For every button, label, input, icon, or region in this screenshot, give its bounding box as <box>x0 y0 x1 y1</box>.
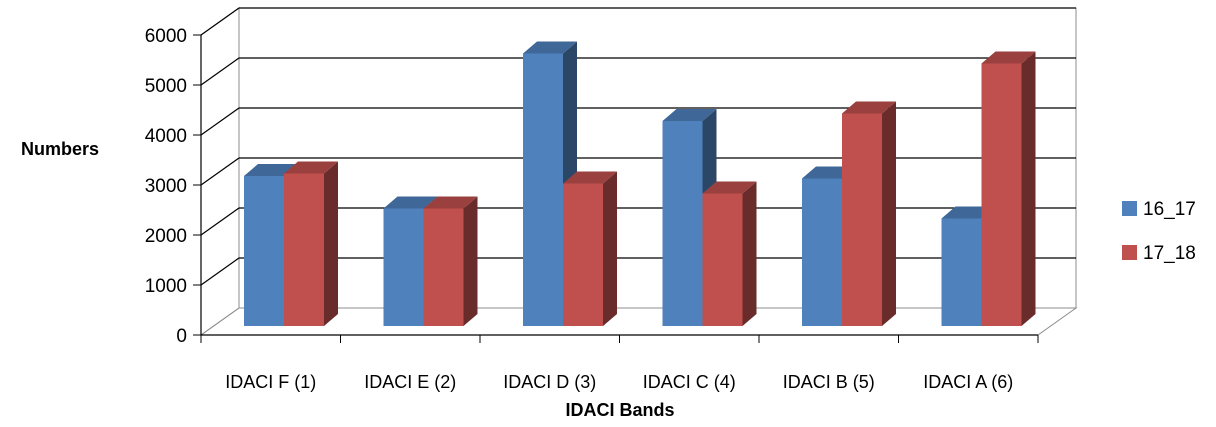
bar-front <box>981 63 1022 326</box>
gridlines <box>200 7 1076 286</box>
gridline <box>200 57 1076 86</box>
bar-top <box>662 109 717 121</box>
axes <box>193 34 1039 343</box>
bar-side <box>882 101 896 326</box>
bar-17_18-2 <box>563 171 617 326</box>
y-tick-label: 2000 <box>145 226 187 247</box>
bar-front <box>941 218 982 326</box>
x-tick-label: IDACI D (3) <box>503 372 596 392</box>
x-tick-label: IDACI B (5) <box>783 372 875 392</box>
bar-top <box>842 101 896 114</box>
bar-side <box>1021 51 1036 326</box>
y-tick-label: 0 <box>176 326 187 347</box>
bar-front <box>702 193 743 326</box>
bar-top <box>383 196 438 209</box>
y-tick-label: 3000 <box>145 176 187 197</box>
x-tick-label: IDACI F (1) <box>225 372 316 392</box>
y-tick-label: 5000 <box>145 76 187 97</box>
bar-17_18-0 <box>284 161 338 326</box>
legend: 16_17 17_18 <box>1122 199 1196 264</box>
bar-17_18-5 <box>981 51 1036 326</box>
bar-front <box>802 178 842 326</box>
bar-front <box>284 173 324 326</box>
bar-16_17-3 <box>662 109 717 326</box>
y-axis-title: Numbers <box>21 139 99 159</box>
bar-front <box>244 176 284 326</box>
bar-top <box>284 161 338 174</box>
bar-17_18-3 <box>702 181 757 326</box>
legend-swatch-16_17 <box>1122 201 1137 216</box>
bar-front <box>523 53 563 326</box>
bar-top <box>563 171 617 184</box>
legend-label-17_18: 17_18 <box>1143 243 1196 264</box>
y-tick-label: 1000 <box>145 276 187 297</box>
legend-swatch-17_18 <box>1122 245 1137 260</box>
bar-side <box>742 181 757 326</box>
gridline <box>200 7 1076 36</box>
y-tick-labels: 0 1000 2000 3000 4000 5000 6000 <box>145 26 187 347</box>
x-tick-label: IDACI E (2) <box>364 372 456 392</box>
gridline <box>200 257 1076 286</box>
bar-side <box>324 161 338 326</box>
bar-top <box>523 41 577 54</box>
bar-front <box>383 208 424 326</box>
bar-17_18-4 <box>842 101 896 326</box>
gridline <box>200 207 1076 236</box>
bar-side <box>603 171 617 326</box>
y-tick-label: 4000 <box>145 126 187 147</box>
gridline <box>200 107 1076 136</box>
bar-top <box>981 51 1036 64</box>
x-tick-label: IDACI A (6) <box>923 372 1013 392</box>
bar-top <box>702 181 757 194</box>
x-tick-label: IDACI C (4) <box>643 372 736 392</box>
bar-side <box>463 196 478 326</box>
bar-front <box>423 208 464 326</box>
x-tick-labels: IDACI F (1) IDACI E (2) IDACI D (3) IDACI C… <box>225 372 1013 392</box>
bars <box>244 41 1036 326</box>
bar-top <box>244 164 298 176</box>
bar-front <box>662 121 703 326</box>
x-axis-title: IDACI Bands <box>565 400 674 420</box>
y-tick-label: 6000 <box>145 26 187 47</box>
legend-label-16_17: 16_17 <box>1143 199 1196 220</box>
bar-front <box>563 183 603 326</box>
bar-17_18-1 <box>423 196 478 326</box>
gridline <box>200 157 1076 186</box>
bar-top <box>423 196 478 209</box>
bar-front <box>842 113 882 326</box>
